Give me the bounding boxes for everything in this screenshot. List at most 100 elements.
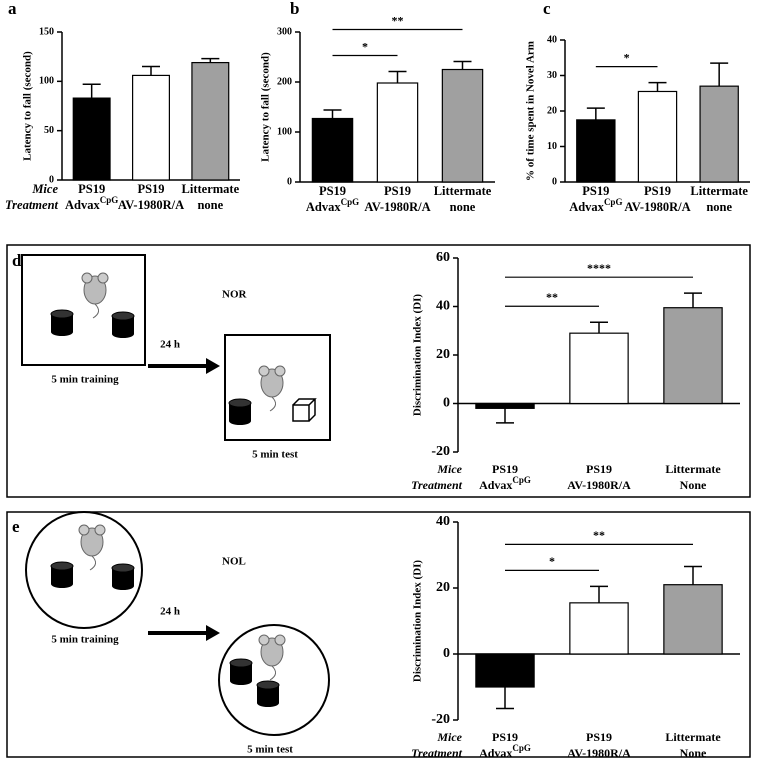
treatment-superscript: CpG [341,197,360,207]
category-label: PS19 [319,184,346,198]
category-label: Littermate [690,184,748,198]
y-tick-label: 30 [547,70,557,81]
mouse-tail [89,555,96,571]
y-axis-label: Latency to fall (second) [22,51,34,161]
treatment-label: AV-1980R/A [118,198,184,212]
y-tick-label: 300 [277,26,292,37]
y-axis-label: Discrimination Index (DI) [412,294,424,417]
object-cylinder [112,316,134,334]
category-label: PS19 [492,730,518,744]
category-label: AV-1980R/A [567,478,631,492]
category-label: PS19 [137,182,164,196]
category-label: PS19 [384,184,411,198]
mouse-ear [258,365,270,377]
y-axis-label: % of time spent in Novel Arm [525,41,537,181]
arrow-head [206,625,220,641]
object-cylinder [51,314,73,332]
panel-frame [6,244,751,498]
category-label: AdvaxCpG [479,475,531,492]
category-label: AV-1980R/A [567,746,631,760]
treatment-superscript: CpG [604,197,623,207]
diagram-title: NOR [222,289,248,301]
y-tick-label: 40 [436,299,450,314]
category-label: AdvaxCpG [569,197,622,214]
category-label: PS19 [586,730,612,744]
bar [663,584,723,655]
object-cylinder-top [50,309,74,319]
y-axis-label: Latency to fall (second) [260,52,272,162]
treatment-label: Advax [479,746,512,760]
category-label: AdvaxCpG [306,197,359,214]
mouse-ear [258,634,270,646]
category-label: Littermate [665,462,721,476]
category-label: PS19 [644,184,671,198]
treatment-label: none [197,198,223,212]
bar [663,307,723,405]
diagram-interval: 24 h [160,606,180,618]
diagram-interval: 24 h [160,339,180,351]
bar [132,74,170,181]
treatment-label: AV-1980R/A [364,200,430,214]
object-cube [292,398,317,422]
significance-label: ** [593,528,605,542]
y-tick-label: 0 [443,646,450,661]
row-label: Treatment [5,198,59,212]
arena [25,511,143,629]
diagram-title: NOL [222,556,246,568]
bar [475,653,535,688]
y-axis-label: Discrimination Index (DI) [412,560,424,683]
bar [569,602,629,655]
mouse-ear [81,272,93,284]
significance-label: * [624,50,630,64]
diagram-after: 5 min test [252,449,298,461]
category-label: AdvaxCpG [479,743,531,760]
y-tick-label: 0 [443,396,450,411]
significance-label: ** [546,290,558,304]
panel-letter: b [290,0,299,18]
object-cylinder [229,403,251,421]
object-cylinder [112,568,134,586]
object-cylinder-bottom [257,699,279,707]
bar [441,68,484,183]
object-cylinder-bottom [112,582,134,590]
category-label: AdvaxCpG [65,195,118,212]
y-tick-label: 50 [44,125,54,136]
treatment-label: none [450,200,476,214]
category-label: none [706,200,732,214]
row-label: Mice [31,182,58,196]
treatment-label: none [706,200,732,214]
significance-label: **** [587,261,611,275]
significance-label: ** [392,13,404,27]
bar [376,82,419,183]
category-label: None [680,746,707,760]
treatment-superscript: CpG [512,475,531,485]
mouse-ear [274,365,286,377]
mouse-ear [274,634,286,646]
panel-frame [6,511,751,758]
arena [224,334,331,441]
arena [21,254,146,366]
panel-letter: a [8,0,17,18]
y-tick-label: 100 [277,126,292,137]
diagram-before: 5 min training [51,634,119,646]
object-cylinder-top [111,563,135,573]
category-label: Littermate [665,730,721,744]
object-cylinder [51,566,73,584]
mouse-tail [92,303,99,319]
bar [311,117,354,183]
object-cylinder-top [229,658,253,668]
y-tick-label: 200 [277,76,292,87]
category-label: PS19 [582,184,609,198]
panel-letter: e [12,517,20,536]
category-label: None [680,478,707,492]
bar [637,90,678,183]
bar [72,97,111,181]
row-label: Treatment [411,746,463,760]
panel-letter: c [543,0,551,18]
category-label: Littermate [182,182,240,196]
category-label: none [450,200,476,214]
y-tick-label: 20 [547,105,557,116]
treatment-label: Advax [65,198,100,212]
y-tick-label: 10 [547,141,557,152]
